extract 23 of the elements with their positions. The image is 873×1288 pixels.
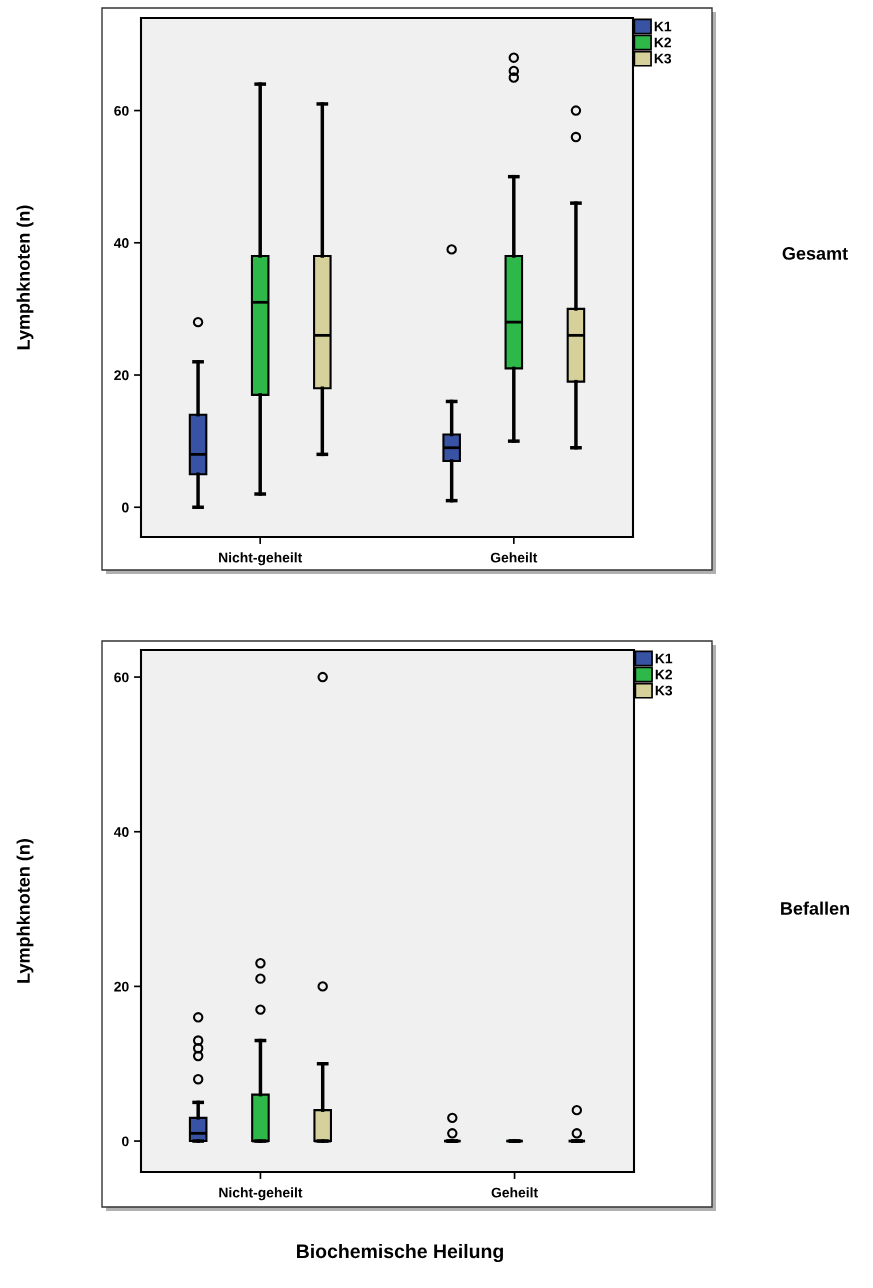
y-tick-label: 60 — [114, 105, 129, 116]
legend-label: K1 — [655, 653, 673, 664]
x-tick-label: Geheilt — [491, 1187, 538, 1198]
x-tick-label: Geheilt — [490, 552, 538, 563]
legend-label: K2 — [654, 37, 672, 48]
y-axis-title: Lymphknoten (n) — [16, 839, 34, 983]
y-tick-label: 20 — [114, 981, 129, 992]
x-axis-title: Biochemische Heilung — [297, 1243, 503, 1263]
text: Gesamt — [782, 247, 848, 260]
legend-label: K3 — [654, 53, 672, 64]
text: Befallen — [781, 901, 849, 915]
y-tick-label: 40 — [113, 827, 129, 837]
x-tick-label: Nicht-geheilt — [219, 552, 303, 566]
y-tick-label: 0 — [122, 502, 129, 513]
y-tick-label: 60 — [114, 672, 129, 683]
legend-label: K2 — [655, 669, 673, 680]
legend-label: K3 — [655, 685, 673, 696]
y-tick-label: 40 — [113, 238, 129, 248]
legend-label: K1 — [654, 21, 672, 32]
x-tick-label: Nicht-geheilt — [219, 1187, 303, 1201]
y-tick-label: 0 — [122, 1136, 129, 1147]
y-axis-title: Lymphknoten (n) — [16, 205, 34, 350]
y-tick-label: 20 — [114, 370, 129, 381]
